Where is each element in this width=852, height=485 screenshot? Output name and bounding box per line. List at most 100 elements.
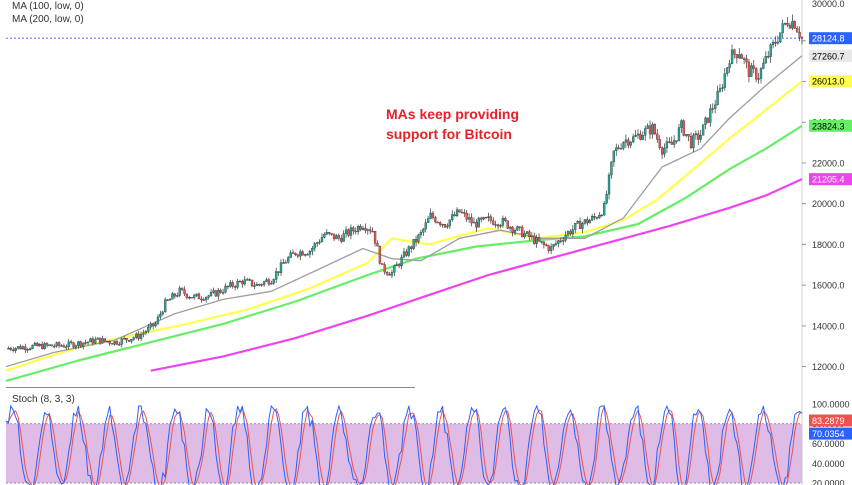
candle-body [494, 224, 497, 226]
stoch-d-line [5, 404, 803, 485]
candle-body [347, 229, 350, 236]
candle-body [84, 342, 87, 344]
annotation-line-1: MAs keep providing [386, 106, 520, 122]
candle-body [279, 262, 283, 273]
price-label: 26013.0 [812, 77, 845, 87]
candle-body [706, 117, 710, 123]
candle-body [393, 265, 396, 273]
candle-body [258, 284, 261, 286]
candle-body [453, 214, 456, 217]
y-tick-label: 12000.0 [812, 362, 845, 372]
candle-body [764, 56, 767, 64]
candle-body [289, 252, 292, 258]
candle-body [716, 91, 719, 106]
candle-body [159, 313, 162, 318]
stoch-tick-label: 100.0000 [812, 399, 850, 409]
candle-body [313, 243, 316, 249]
stoch-band [6, 423, 802, 484]
candle-body [185, 293, 189, 298]
candle-body [439, 222, 442, 225]
candle-body [448, 219, 451, 227]
candle-body [137, 333, 140, 339]
candle-body [221, 292, 225, 294]
candle-body [489, 216, 492, 221]
candle-body [663, 147, 666, 155]
legend-ma100: MA (100, low, 0) [12, 1, 84, 12]
candle-body [762, 62, 765, 69]
y-tick-label: 16000.0 [812, 281, 845, 291]
candle-body [385, 272, 389, 275]
candle-body [557, 240, 560, 244]
candle-body [730, 49, 734, 64]
candle-body [246, 279, 249, 281]
candle-body [214, 290, 218, 297]
candle-body [617, 147, 620, 149]
candle-body [318, 241, 321, 244]
candle-body [352, 227, 355, 232]
candle-body [337, 235, 341, 239]
candle-body [619, 148, 623, 150]
candle-body [226, 285, 230, 288]
candle-body [523, 233, 526, 238]
candle-body [641, 135, 644, 140]
candle-body [342, 233, 345, 242]
candle-body [718, 88, 722, 92]
price-label-box [809, 49, 852, 62]
candle-body [390, 272, 394, 276]
candle-body [195, 293, 198, 296]
candle-body [7, 348, 10, 350]
candle-body [267, 279, 271, 285]
candle-body [496, 224, 500, 227]
candle-body [721, 87, 724, 89]
candle-body [62, 345, 66, 348]
candle-body [74, 345, 78, 348]
candles [7, 14, 804, 354]
candle-body [200, 298, 203, 301]
candle-body [60, 345, 63, 347]
candle-body [786, 22, 789, 26]
candle-body [677, 127, 681, 141]
candle-body [270, 283, 273, 285]
candle-body [161, 311, 164, 315]
candle-body [183, 289, 186, 295]
stoch-label-box [809, 427, 852, 440]
candle-body [482, 217, 485, 220]
candle-body [624, 139, 628, 143]
candle-body [598, 215, 601, 219]
candle-body [36, 342, 39, 347]
candle-body [545, 244, 548, 246]
candle-body [262, 281, 266, 285]
candle-body [120, 338, 123, 345]
candle-body [255, 284, 259, 286]
candle-body [581, 223, 584, 229]
candle-body [369, 229, 372, 232]
candle-body [670, 141, 673, 145]
candle-body [419, 232, 423, 236]
candle-body [689, 136, 693, 149]
candle-body [800, 37, 804, 39]
candle-body [470, 217, 473, 224]
candle-body [668, 141, 671, 143]
candle-body [656, 133, 659, 140]
candle-body [755, 68, 758, 80]
candle-body [699, 135, 702, 140]
candle-body [89, 338, 92, 343]
candle-body [733, 49, 736, 55]
candle-body [477, 217, 480, 228]
candle-body [176, 295, 179, 297]
candle-body [371, 230, 374, 233]
candle-body [243, 279, 246, 285]
candle-body [388, 273, 391, 276]
price-label-box [809, 173, 852, 186]
candle-body [426, 218, 430, 223]
price-label-box [809, 32, 852, 45]
candle-body [57, 342, 61, 346]
candle-body [207, 295, 210, 298]
candle-body [50, 344, 53, 347]
candle-body [147, 326, 150, 332]
candle-body [588, 219, 591, 224]
candle-body [45, 343, 49, 346]
candle-body [130, 339, 133, 342]
annotation-line-2: support for Bitcoin [386, 126, 512, 142]
candle-body [673, 140, 676, 145]
